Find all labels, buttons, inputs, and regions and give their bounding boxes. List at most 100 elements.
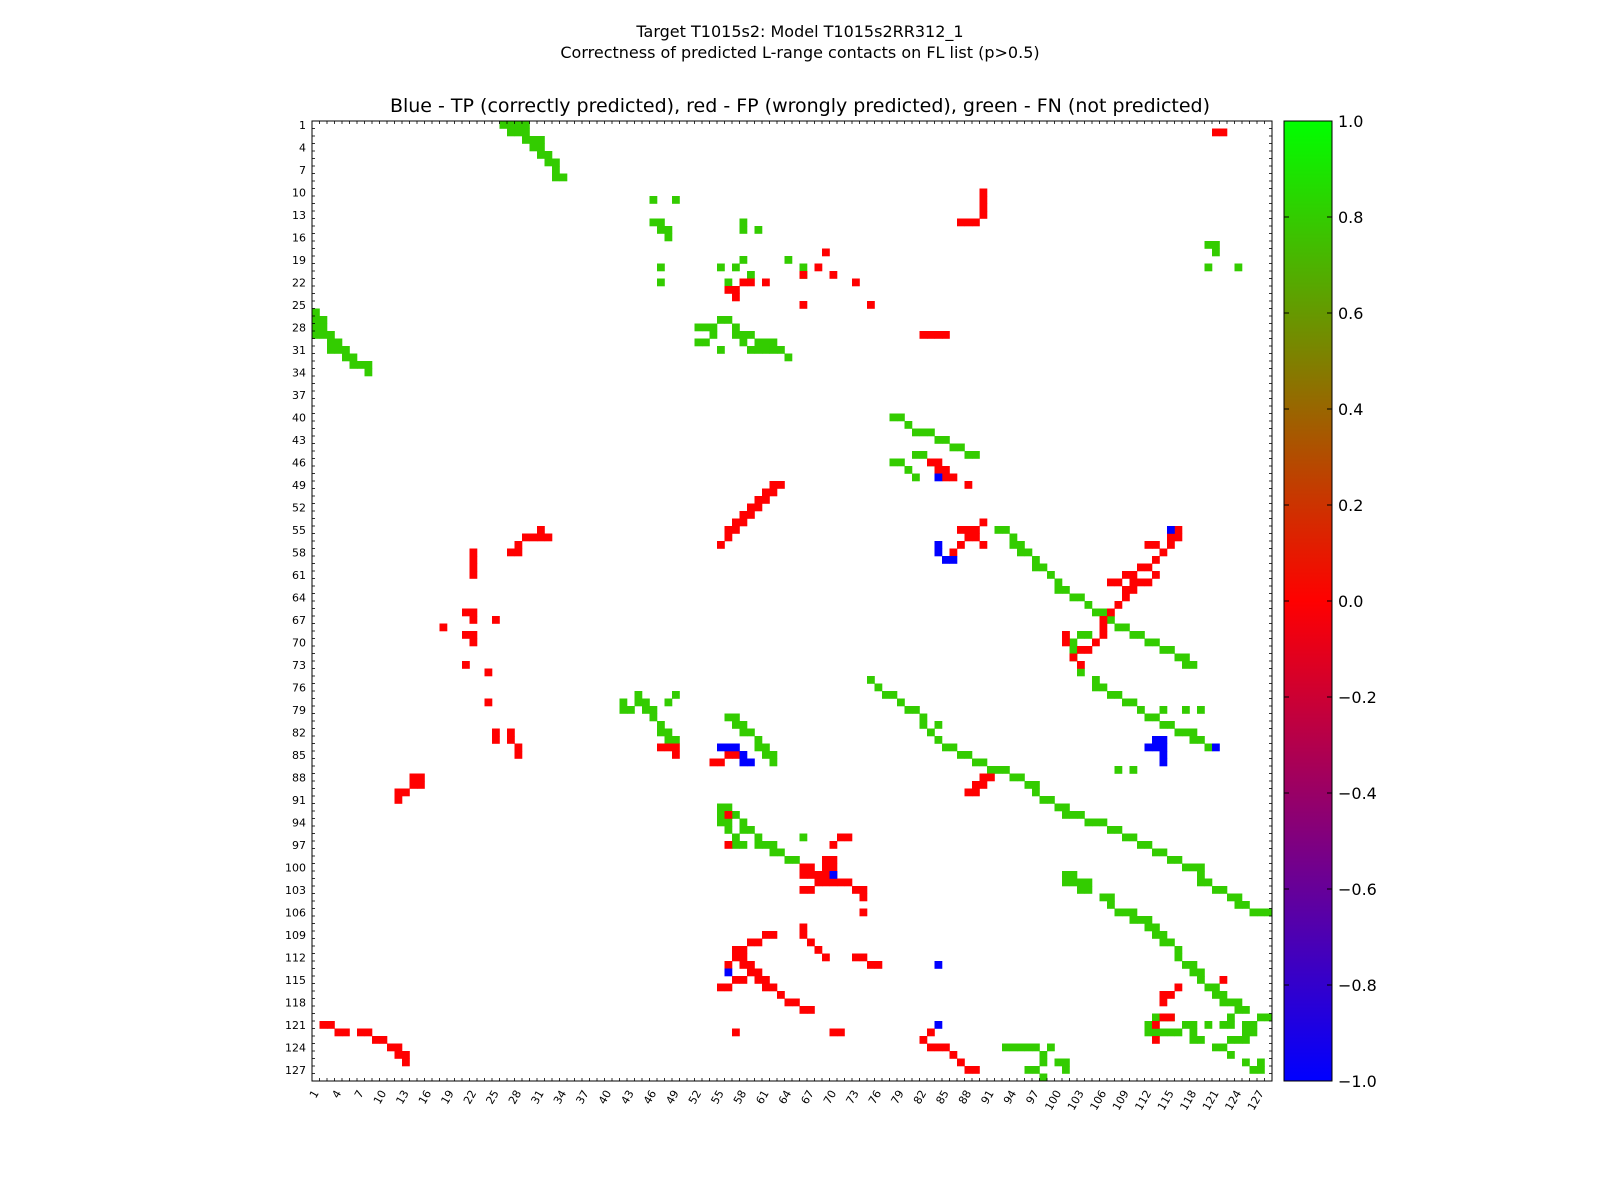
cell-fp <box>1062 631 1070 639</box>
colorbar-tick-label: −0.8 <box>1338 976 1377 995</box>
cell-fp <box>979 203 988 212</box>
cell-fn <box>1144 713 1153 722</box>
cell-fp <box>762 278 770 287</box>
axis-ticks <box>311 120 1273 1082</box>
cell-fn <box>1099 608 1108 617</box>
cell-fn <box>342 353 350 362</box>
cell-fn <box>1137 706 1145 714</box>
cell-fn <box>1189 728 1198 737</box>
cell-fp <box>799 271 808 279</box>
cell-fn <box>1144 923 1153 932</box>
cell-fp <box>1144 578 1153 587</box>
cell-fn <box>1212 241 1220 249</box>
cell-fn <box>627 706 635 714</box>
cell-fp <box>979 211 988 219</box>
colorbar-tick-label: 0.8 <box>1338 208 1363 227</box>
cell-fp <box>957 218 965 227</box>
cell-tp <box>724 743 733 752</box>
cell-fn <box>1219 1043 1228 1052</box>
cell-fp <box>964 218 973 227</box>
cell-fn <box>927 728 935 737</box>
cell-fp <box>852 953 860 962</box>
x-tick-label: 103 <box>1065 1088 1087 1113</box>
cell-fn <box>1219 1021 1228 1029</box>
cell-fn <box>1137 841 1145 849</box>
cell-fn <box>1227 1013 1235 1022</box>
cell-fp <box>1144 563 1153 572</box>
cell-fn <box>717 263 725 272</box>
cell-fp <box>357 1028 365 1037</box>
cell-fn <box>754 736 763 744</box>
cell-fp <box>739 976 748 984</box>
cell-fp <box>657 743 665 752</box>
cell-fn <box>762 346 770 354</box>
cell-fp <box>469 548 478 557</box>
x-tick-label: 16 <box>416 1088 434 1107</box>
cell-fn <box>747 271 755 279</box>
cell-fp <box>972 788 980 797</box>
x-tick-label: 109 <box>1110 1088 1132 1113</box>
cell-fn <box>724 803 733 812</box>
chart-subtitle: Blue - TP (correctly predicted), red - F… <box>390 95 1210 117</box>
cell-fn <box>1009 1043 1018 1052</box>
cell-fn <box>1257 1013 1265 1022</box>
cell-fn <box>1189 961 1198 969</box>
x-tick-label: 55 <box>708 1088 726 1107</box>
cell-fn <box>1197 706 1205 714</box>
cell-fn <box>537 143 545 152</box>
cell-fn <box>732 323 740 332</box>
cell-fp <box>724 751 733 759</box>
cell-fn <box>732 713 740 722</box>
cell-fp <box>1159 998 1168 1007</box>
cell-fp <box>1114 601 1123 609</box>
x-tick-label: 34 <box>551 1088 569 1107</box>
y-tick-label: 1 <box>299 119 306 132</box>
cell-fp <box>829 1028 838 1037</box>
cell-fn <box>762 743 770 752</box>
cell-fp <box>732 976 740 984</box>
cell-fn <box>1227 998 1235 1007</box>
cell-tp <box>1159 751 1168 759</box>
cell-fn <box>1077 668 1085 677</box>
cell-fp <box>979 773 988 782</box>
cell-fn <box>1137 631 1145 639</box>
cell-fn <box>1204 1021 1213 1029</box>
cell-fp <box>1167 991 1175 999</box>
cell-fn <box>342 346 350 354</box>
cell-fn <box>1159 848 1168 857</box>
cell-fn <box>1212 248 1220 257</box>
cell-tp <box>1144 743 1153 752</box>
cell-fp <box>964 1066 973 1074</box>
cell-fn <box>1242 1006 1250 1014</box>
cell-fn <box>1264 908 1273 917</box>
cell-fn <box>724 818 733 827</box>
cell-fp <box>942 1043 950 1052</box>
cell-fp <box>1099 623 1108 632</box>
cell-fn <box>987 766 995 774</box>
cell-fn <box>1129 908 1138 917</box>
cell-fn <box>754 226 763 234</box>
cell-fn <box>717 818 725 827</box>
cell-fn <box>1107 893 1115 902</box>
cell-fp <box>762 488 770 497</box>
cell-fn <box>792 856 800 864</box>
cell-fp <box>484 668 493 677</box>
cell-fn <box>1054 803 1063 812</box>
cell-fp <box>537 533 545 542</box>
cell-fp <box>469 616 478 624</box>
y-tick-label: 88 <box>292 771 306 784</box>
cell-fn <box>1077 631 1085 639</box>
cell-fp <box>1152 571 1160 579</box>
cell-fn <box>1077 593 1085 602</box>
cell-fp <box>387 1043 395 1052</box>
x-tick-label: 37 <box>573 1088 591 1107</box>
x-tick-label: 4 <box>329 1088 344 1101</box>
cell-fn <box>1039 1051 1048 1059</box>
cell-fn <box>694 338 703 347</box>
cell-fp <box>492 728 500 737</box>
cell-fn <box>1084 601 1093 609</box>
y-tick-label: 43 <box>292 434 306 447</box>
cell-fn <box>1114 908 1123 917</box>
x-tick-label: 82 <box>911 1088 929 1107</box>
cell-fn <box>1189 736 1198 744</box>
